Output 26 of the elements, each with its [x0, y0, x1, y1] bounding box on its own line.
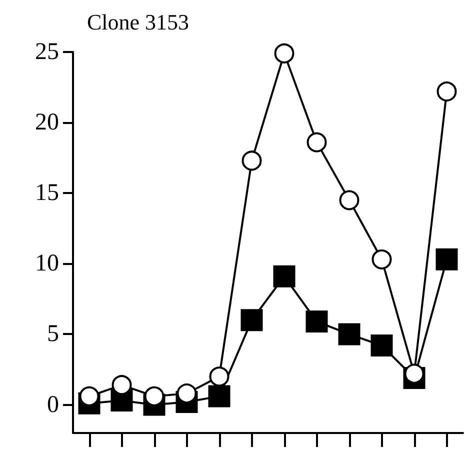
- point: [209, 366, 230, 387]
- point: [339, 190, 360, 210]
- y-tick-label: 0: [47, 392, 59, 418]
- point: [273, 265, 296, 288]
- y-tick-label: 25: [35, 39, 59, 65]
- point: [436, 82, 457, 102]
- point: [144, 386, 164, 406]
- point: [306, 310, 328, 333]
- point: [79, 386, 100, 406]
- y-tick-label: 10: [35, 250, 59, 277]
- y-tick-label: 20: [35, 110, 59, 136]
- point: [208, 385, 230, 408]
- point: [338, 323, 360, 346]
- point: [372, 249, 392, 270]
- point: [436, 248, 458, 270]
- chart-title: Clone 3153: [87, 10, 190, 34]
- point: [370, 334, 393, 357]
- point: [404, 364, 424, 384]
- point: [176, 383, 197, 404]
- y-tick-label: 15: [35, 180, 59, 206]
- point: [112, 375, 132, 396]
- point: [274, 43, 294, 64]
- point: [242, 150, 262, 171]
- y-tick-label: 5: [47, 321, 59, 348]
- point: [306, 132, 327, 152]
- point: [240, 309, 263, 332]
